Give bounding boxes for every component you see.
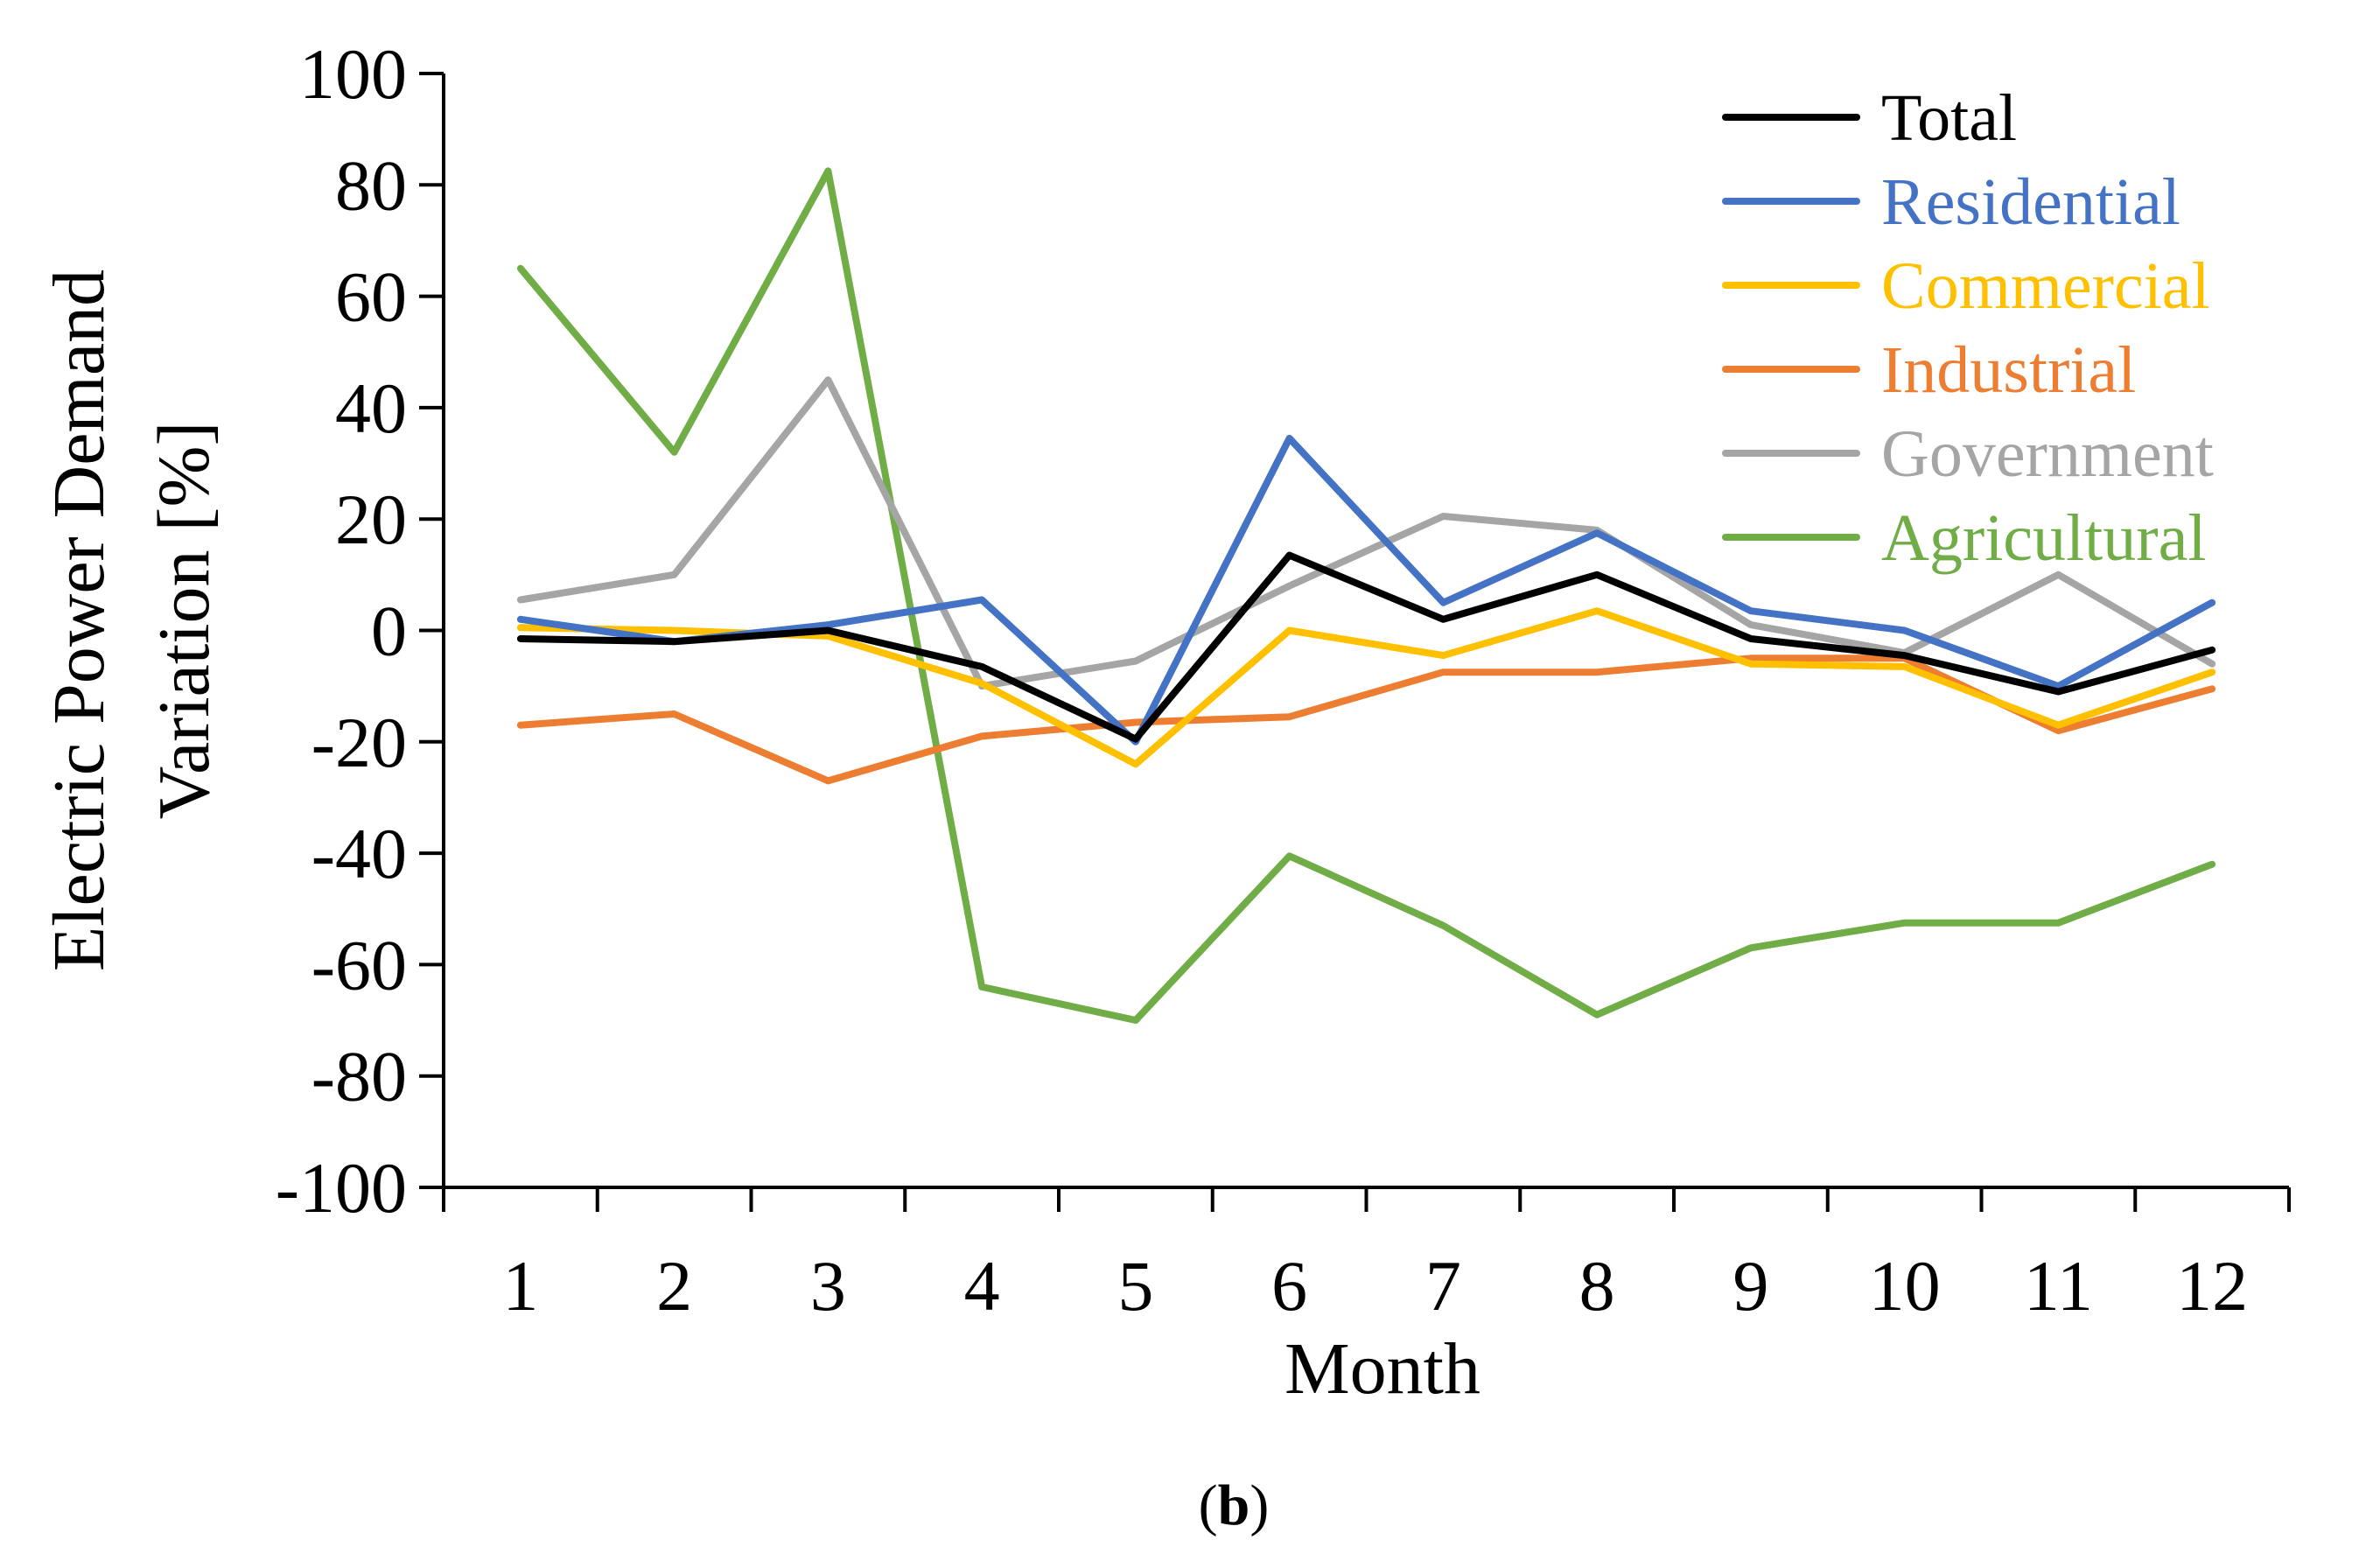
y-tick-label: 100 — [299, 34, 407, 114]
x-tick-label: 5 — [1117, 1246, 1153, 1326]
x-tick-label: 12 — [2176, 1246, 2248, 1326]
x-tick-label: 2 — [656, 1246, 692, 1326]
y-tick-label: 40 — [335, 368, 407, 448]
legend-label-industrial: Industrial — [1881, 333, 2136, 407]
legend: Total Residential Commercial Industrial Gove… — [1722, 81, 2214, 575]
y-tick-label: -20 — [312, 703, 407, 782]
y-tick-label: -100 — [276, 1148, 407, 1228]
legend-label-total: Total — [1881, 81, 2017, 155]
series-line-agricultural — [516, 167, 2216, 1024]
caption-open: ( — [1199, 1474, 1218, 1537]
x-ticks: 1 2 3 4 5 6 7 8 9 10 11 12 — [442, 1187, 2291, 1326]
x-tick-label: 3 — [810, 1246, 846, 1326]
y-tick-label: -40 — [312, 814, 407, 893]
y-axis-label-line1: Electric Power Demand — [38, 270, 120, 971]
y-tick-label: 0 — [371, 592, 407, 671]
y-tick-label: 80 — [335, 145, 407, 225]
series-line-industrial — [516, 654, 2216, 785]
x-tick-label: 8 — [1579, 1246, 1615, 1326]
x-axis-label: Month — [1284, 1328, 1480, 1410]
x-tick-label: 9 — [1732, 1246, 1768, 1326]
x-tick-label: 10 — [1869, 1246, 1941, 1326]
y-tick-label: 60 — [335, 257, 407, 337]
x-tick-label: 6 — [1271, 1246, 1307, 1326]
x-tick-label: 1 — [502, 1246, 538, 1326]
x-tick-label: 7 — [1425, 1246, 1461, 1326]
series-lines — [516, 167, 2216, 1024]
y-tick-label: 20 — [335, 480, 407, 559]
legend-label-residential: Residential — [1881, 165, 2180, 239]
caption-letter: b — [1218, 1474, 1250, 1537]
y-ticks: -100 -80 -60 -40 -20 0 20 40 60 80 100 — [276, 34, 444, 1228]
y-tick-label: -60 — [312, 925, 407, 1004]
y-tick-label: -80 — [312, 1037, 407, 1116]
legend-label-agricultural: Agricultural — [1881, 501, 2206, 575]
x-tick-label: 11 — [2024, 1246, 2093, 1326]
x-tick-label: 4 — [964, 1246, 1000, 1326]
caption-close: ) — [1250, 1474, 1269, 1537]
series-line-residential — [516, 434, 2216, 746]
legend-label-government: Government — [1881, 417, 2214, 491]
figure-caption: (b) — [1199, 1474, 1270, 1537]
legend-label-commercial: Commercial — [1881, 249, 2210, 323]
y-axis-label-line2: Variation [%] — [144, 422, 225, 820]
series-line-total — [516, 551, 2216, 743]
